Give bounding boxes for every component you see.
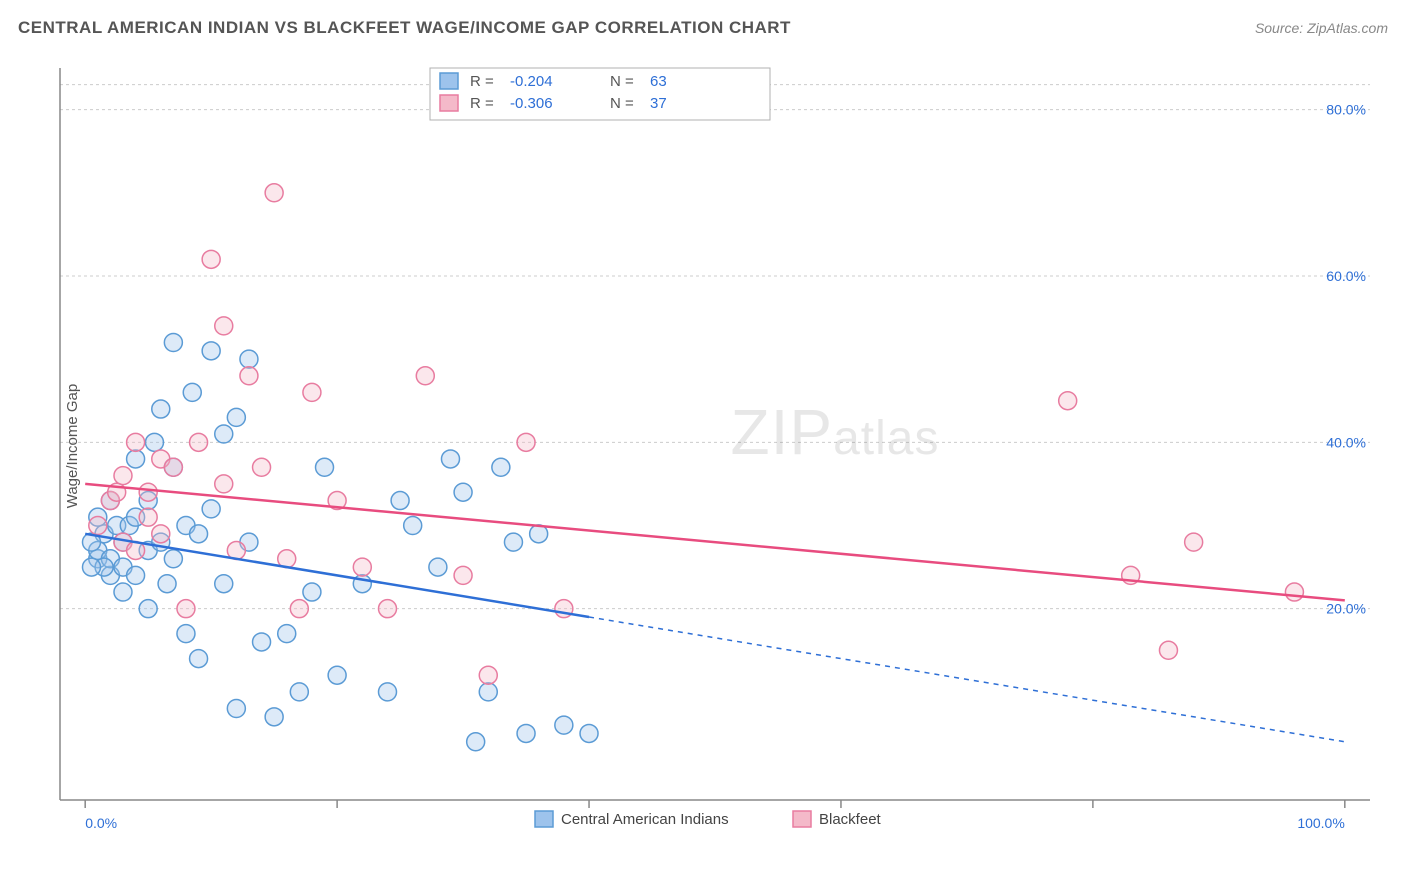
data-point <box>454 566 472 584</box>
x-tick-label: 0.0% <box>85 815 117 831</box>
data-point <box>227 408 245 426</box>
data-point <box>139 483 157 501</box>
stats-r-label: R = <box>470 95 494 112</box>
data-point <box>152 525 170 543</box>
data-point <box>164 458 182 476</box>
trend-line <box>85 484 1345 600</box>
trend-line-extrapolated <box>589 617 1345 742</box>
data-point <box>303 383 321 401</box>
data-point <box>114 583 132 601</box>
data-point <box>227 700 245 718</box>
legend-label: Blackfeet <box>819 811 882 828</box>
stats-n-label: N = <box>610 95 634 112</box>
data-point <box>265 184 283 202</box>
data-point <box>265 708 283 726</box>
stats-r-value: -0.306 <box>510 95 553 112</box>
data-point <box>379 600 397 618</box>
data-point <box>177 600 195 618</box>
data-point <box>1059 392 1077 410</box>
x-tick-label: 100.0% <box>1297 815 1344 831</box>
data-point <box>139 508 157 526</box>
source-label: Source: ZipAtlas.com <box>1255 20 1388 36</box>
legend-swatch <box>535 811 553 827</box>
y-tick-label: 40.0% <box>1326 434 1366 450</box>
stats-n-value: 63 <box>650 73 667 90</box>
data-point <box>290 683 308 701</box>
data-point <box>240 367 258 385</box>
data-point <box>441 450 459 468</box>
stats-r-value: -0.204 <box>510 73 553 90</box>
data-point <box>164 334 182 352</box>
data-point <box>353 558 371 576</box>
legend-swatch <box>793 811 811 827</box>
data-point <box>278 625 296 643</box>
data-point <box>253 633 271 651</box>
data-point <box>177 625 195 643</box>
data-point <box>215 475 233 493</box>
data-point <box>127 433 145 451</box>
data-point <box>504 533 522 551</box>
data-point <box>290 600 308 618</box>
data-point <box>190 525 208 543</box>
stats-swatch <box>440 73 458 89</box>
data-point <box>316 458 334 476</box>
data-point <box>580 724 598 742</box>
plot-area: 20.0% 40.0% 60.0% 80.0% ZIPatlas 0.0% 100.0% R … <box>50 60 1386 832</box>
data-point <box>416 367 434 385</box>
data-point <box>114 467 132 485</box>
data-point <box>82 558 100 576</box>
data-point <box>391 492 409 510</box>
data-point <box>1285 583 1303 601</box>
data-point <box>492 458 510 476</box>
data-point <box>127 566 145 584</box>
y-tick-label: 60.0% <box>1326 268 1366 284</box>
data-point <box>328 666 346 684</box>
stats-n-value: 37 <box>650 95 667 112</box>
stats-r-label: R = <box>470 73 494 90</box>
data-point <box>454 483 472 501</box>
data-point <box>479 666 497 684</box>
stats-swatch <box>440 95 458 111</box>
data-point <box>145 433 163 451</box>
data-point <box>215 575 233 593</box>
data-point <box>467 733 485 751</box>
data-point <box>183 383 201 401</box>
data-point <box>303 583 321 601</box>
data-point <box>240 350 258 368</box>
data-point <box>202 250 220 268</box>
data-point <box>379 683 397 701</box>
watermark: ZIPatlas <box>731 396 940 468</box>
data-point <box>517 724 535 742</box>
scatter-chart: 20.0% 40.0% 60.0% 80.0% ZIPatlas 0.0% 100.0% R … <box>50 60 1386 872</box>
legend-label: Central American Indians <box>561 811 729 828</box>
stats-n-label: N = <box>610 73 634 90</box>
data-point <box>1185 533 1203 551</box>
data-point <box>215 425 233 443</box>
data-point <box>190 650 208 668</box>
chart-title: CENTRAL AMERICAN INDIAN VS BLACKFEET WAG… <box>18 18 791 38</box>
data-point <box>215 317 233 335</box>
data-point <box>89 517 107 535</box>
y-tick-label: 20.0% <box>1326 601 1366 617</box>
data-point <box>152 400 170 418</box>
data-point <box>202 500 220 518</box>
data-point <box>479 683 497 701</box>
data-point <box>1159 641 1177 659</box>
data-point <box>164 550 182 568</box>
data-point <box>139 600 157 618</box>
y-tick-label: 80.0% <box>1326 102 1366 118</box>
data-point <box>158 575 176 593</box>
data-point <box>253 458 271 476</box>
data-point <box>555 716 573 734</box>
data-point <box>202 342 220 360</box>
data-point <box>404 517 422 535</box>
data-point <box>517 433 535 451</box>
data-point <box>127 450 145 468</box>
data-point <box>190 433 208 451</box>
data-point <box>429 558 447 576</box>
